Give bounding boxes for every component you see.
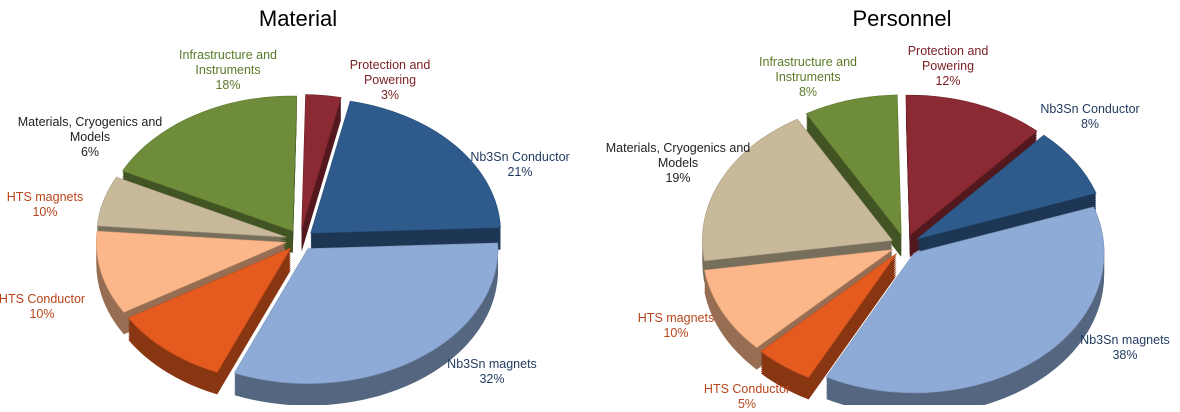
label-name: Nb3Sn magnets xyxy=(1080,333,1170,347)
label-name: Nb3Sn Conductor xyxy=(470,150,570,164)
label-value: 12% xyxy=(935,74,961,88)
slice xyxy=(805,94,902,236)
data-label: Infrastructure and Instruments 8% xyxy=(733,55,883,100)
data-label: Nb3Sn magnets 32% xyxy=(432,357,552,387)
data-label: HTS magnets 10% xyxy=(616,311,736,341)
label-value: 10% xyxy=(29,307,55,321)
label-name: HTS magnets xyxy=(6,190,84,204)
slice xyxy=(704,249,894,348)
slice xyxy=(905,94,1038,236)
label-value: 32% xyxy=(479,372,505,386)
slice xyxy=(916,134,1097,240)
label-name: Infrastructure and Instruments xyxy=(759,55,857,84)
slice xyxy=(96,230,287,313)
label-value: 6% xyxy=(80,145,100,159)
label-name: Materials, Cryogenics and Models xyxy=(17,115,163,144)
slice xyxy=(127,247,292,373)
label-value: 21% xyxy=(507,165,533,179)
chart-title: Personnel xyxy=(852,6,952,31)
label-value: 8% xyxy=(798,85,818,99)
label-name: Protection and Powering xyxy=(907,44,989,73)
data-label: Protection and Powering 3% xyxy=(325,58,455,103)
data-label: Nb3Sn Conductor 21% xyxy=(450,150,590,180)
data-label: Nb3Sn magnets 38% xyxy=(1065,333,1180,363)
data-label: Materials, Cryogenics and Models 6% xyxy=(10,115,170,160)
label-value: 38% xyxy=(1112,348,1138,362)
data-label: HTS Conductor 5% xyxy=(682,382,812,412)
label-value: 10% xyxy=(32,205,58,219)
slice xyxy=(233,242,499,384)
label-value: 19% xyxy=(665,171,691,185)
label-name: Infrastructure and Instruments xyxy=(179,48,277,77)
slice xyxy=(310,100,501,234)
slice xyxy=(96,176,287,238)
data-label: HTS magnets 10% xyxy=(0,190,105,220)
slice xyxy=(702,118,893,262)
data-label: HTS Conductor 10% xyxy=(0,292,102,322)
data-label: Protection and Powering 12% xyxy=(883,44,1013,89)
slice xyxy=(301,94,342,230)
label-name: Materials, Cryogenics and Models xyxy=(605,141,751,170)
label-value: 3% xyxy=(380,88,400,102)
data-label: Infrastructure and Instruments 18% xyxy=(153,48,303,93)
label-value: 8% xyxy=(1080,117,1100,131)
chart-title: Material xyxy=(258,6,338,31)
slice xyxy=(825,206,1105,394)
data-label: Materials, Cryogenics and Models 19% xyxy=(598,141,758,186)
label-name: Nb3Sn magnets xyxy=(447,357,537,371)
label-name: Protection and Powering xyxy=(349,58,431,87)
slice xyxy=(122,95,298,232)
label-name: Nb3Sn Conductor xyxy=(1040,102,1140,116)
slice xyxy=(760,253,897,378)
label-name: HTS Conductor xyxy=(0,292,86,306)
label-value: 18% xyxy=(215,78,241,92)
data-label: Nb3Sn Conductor 8% xyxy=(1020,102,1160,132)
label-value: 10% xyxy=(663,326,689,340)
label-name: HTS Conductor xyxy=(703,382,791,396)
label-name: HTS magnets xyxy=(637,311,715,325)
